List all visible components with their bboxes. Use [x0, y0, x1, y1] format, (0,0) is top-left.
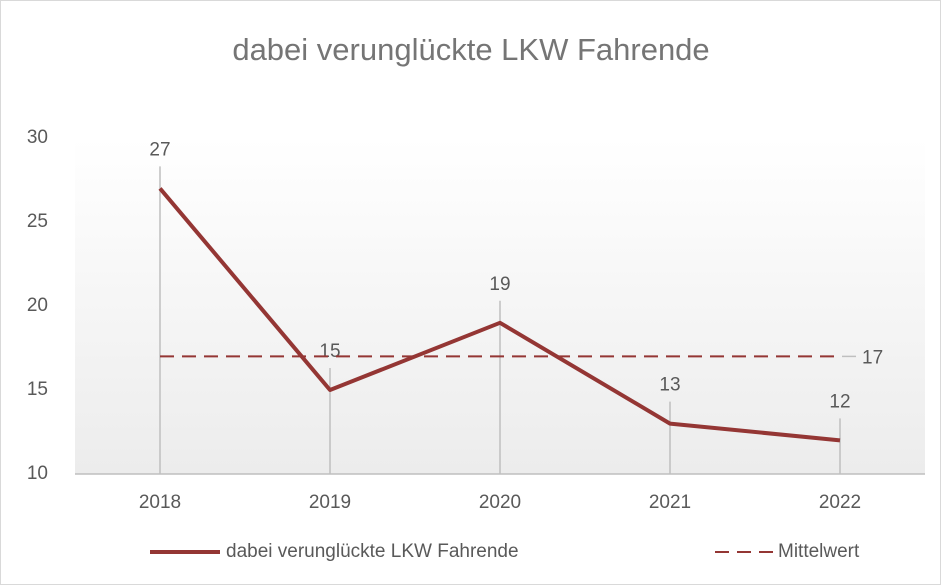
x-tick-label: 2019 — [309, 492, 351, 513]
data-label: 27 — [149, 139, 170, 160]
x-tick-label: 2020 — [479, 492, 521, 513]
legend-label: Mittelwert — [778, 541, 860, 562]
x-tick-label: 2021 — [649, 492, 691, 513]
chart-title: dabei verunglückte LKW Fahrende — [232, 32, 709, 67]
data-label: 13 — [659, 375, 680, 396]
data-label: 17 — [862, 347, 883, 368]
x-tick-label: 2018 — [139, 492, 181, 513]
data-label: 19 — [489, 274, 510, 295]
x-tick-label: 2022 — [819, 492, 861, 513]
y-tick-label: 10 — [27, 463, 48, 484]
y-tick-label: 15 — [27, 379, 48, 400]
data-label: 15 — [319, 341, 340, 362]
y-tick-label: 20 — [27, 295, 48, 316]
y-tick-label: 30 — [27, 127, 48, 148]
y-tick-label: 25 — [27, 211, 48, 232]
data-label: 12 — [829, 391, 850, 412]
legend-label: dabei verunglückte LKW Fahrende — [226, 541, 519, 562]
series-line — [158, 187, 841, 443]
